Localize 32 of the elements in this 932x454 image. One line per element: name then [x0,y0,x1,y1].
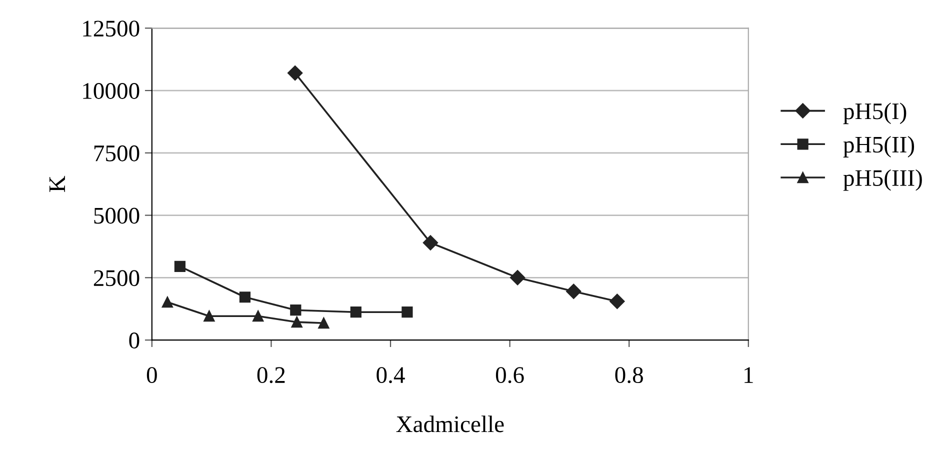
point [318,318,330,329]
y-tick-label: 12500 [83,20,140,37]
point [291,316,302,328]
point [610,294,625,309]
x-tick-label: 0 [146,367,157,384]
y-tick-label: 0 [129,332,140,348]
y-tick-label: 7500 [94,145,140,162]
x-tick-label: 0.8 [615,367,643,384]
point [402,306,413,318]
point [174,260,186,272]
legend-label: pH5(I) [843,102,906,124]
x-tick-label: 0.4 [376,367,405,384]
x-tick-label: 0.2 [257,367,285,384]
point [162,296,173,308]
y-tick-label: 10000 [83,83,140,99]
y-axis-title: K [49,176,65,192]
point [510,270,526,286]
x-axis-title: Xadmicelle [396,416,504,432]
point [204,310,215,322]
point [290,304,302,316]
x-tick-label: 0.6 [496,367,524,384]
point [350,306,362,318]
point [288,65,303,81]
point [239,292,251,303]
point [422,235,438,250]
y-tick-label: 2500 [94,270,140,286]
legend-label: pH5(II) [843,136,914,158]
point [566,284,582,299]
point [252,310,264,322]
y-tick-label: 5000 [94,208,140,224]
x-tick-label: 1 [744,367,753,383]
legend-label: pH5(III) [843,169,922,191]
